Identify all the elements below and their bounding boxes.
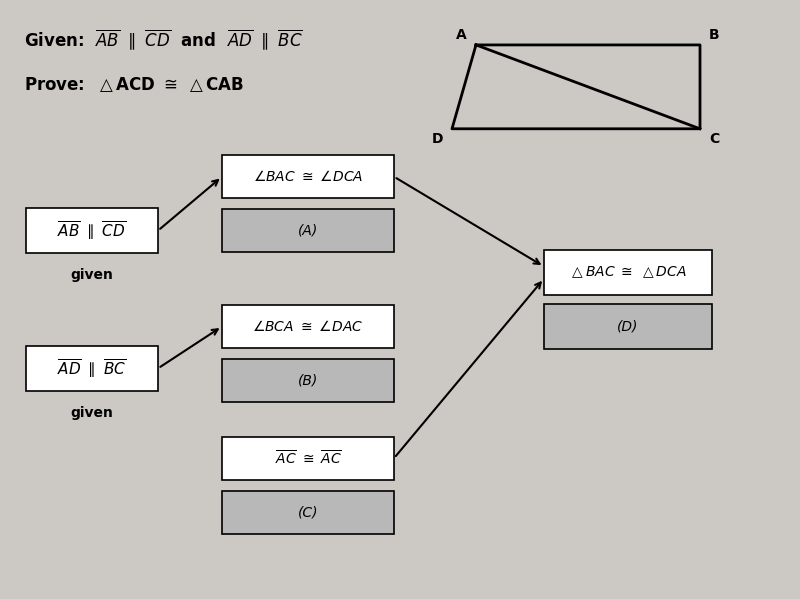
FancyBboxPatch shape [26, 208, 158, 253]
FancyBboxPatch shape [222, 305, 394, 348]
Text: (A): (A) [298, 223, 318, 238]
Text: A: A [456, 28, 467, 42]
Text: given: given [70, 406, 114, 420]
Text: $\angle$BCA $\cong$ $\angle$DAC: $\angle$BCA $\cong$ $\angle$DAC [252, 319, 364, 334]
Text: Given:  $\overline{AB}$ $\parallel$ $\overline{CD}$  and  $\overline{AD}$ $\para: Given: $\overline{AB}$ $\parallel$ $\ove… [24, 27, 302, 52]
Text: (B): (B) [298, 373, 318, 388]
Text: C: C [710, 132, 719, 146]
FancyBboxPatch shape [222, 491, 394, 534]
FancyBboxPatch shape [222, 437, 394, 480]
Text: Prove:  $\triangle$ACD $\cong$ $\triangle$CAB: Prove: $\triangle$ACD $\cong$ $\triangle… [24, 75, 244, 94]
Text: (D): (D) [618, 319, 638, 334]
Text: $\overline{AD}$ $\parallel$ $\overline{BC}$: $\overline{AD}$ $\parallel$ $\overline{B… [58, 357, 126, 380]
FancyBboxPatch shape [222, 155, 394, 198]
Text: given: given [70, 268, 114, 282]
Text: $\overline{AC}$ $\cong$ $\overline{AC}$: $\overline{AC}$ $\cong$ $\overline{AC}$ [274, 449, 342, 467]
FancyBboxPatch shape [26, 346, 158, 391]
Text: (C): (C) [298, 505, 318, 519]
FancyBboxPatch shape [222, 359, 394, 402]
Text: D: D [432, 132, 443, 146]
FancyBboxPatch shape [544, 250, 712, 295]
FancyBboxPatch shape [222, 209, 394, 252]
Text: $\triangle$BAC $\cong$ $\triangle$DCA: $\triangle$BAC $\cong$ $\triangle$DCA [569, 265, 687, 280]
Text: B: B [709, 28, 720, 42]
Text: $\overline{AB}$ $\parallel$ $\overline{CD}$: $\overline{AB}$ $\parallel$ $\overline{C… [58, 219, 126, 242]
FancyBboxPatch shape [544, 304, 712, 349]
Text: $\angle$BAC $\cong$ $\angle$DCA: $\angle$BAC $\cong$ $\angle$DCA [253, 169, 363, 184]
